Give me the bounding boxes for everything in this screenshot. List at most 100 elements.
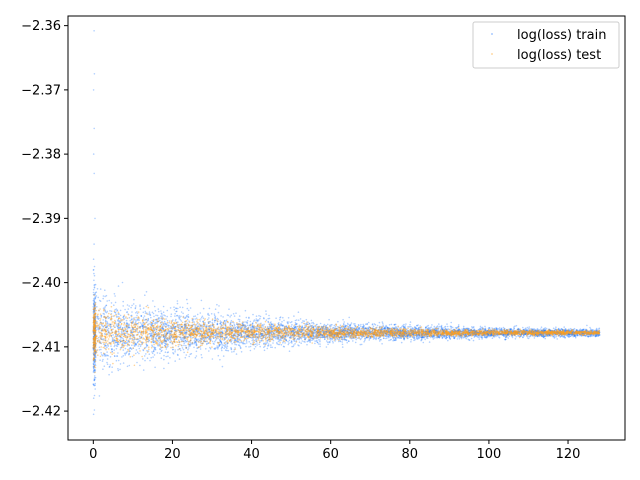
data-point <box>100 352 102 354</box>
data-point <box>113 336 116 339</box>
data-point <box>270 346 272 349</box>
data-point <box>337 320 339 323</box>
data-point <box>341 346 344 348</box>
data-point <box>327 334 329 337</box>
data-point <box>244 324 247 327</box>
data-point <box>118 315 120 318</box>
data-point <box>238 320 241 323</box>
data-point <box>231 324 234 327</box>
data-point <box>177 345 180 348</box>
data-point <box>345 339 348 341</box>
data-point <box>595 334 598 336</box>
data-point <box>245 345 247 348</box>
data-point <box>190 333 193 335</box>
data-point <box>430 329 432 332</box>
data-point <box>555 326 557 329</box>
data-point <box>594 333 597 336</box>
data-point <box>229 316 231 318</box>
data-point <box>294 326 296 329</box>
data-point <box>402 330 404 333</box>
data-point <box>265 313 268 315</box>
data-point <box>221 330 223 332</box>
data-point <box>360 343 363 346</box>
data-point <box>289 335 292 338</box>
data-point <box>549 329 551 332</box>
data-point <box>551 331 554 333</box>
data-point <box>255 327 257 330</box>
data-point <box>260 332 263 335</box>
data-point <box>528 331 530 334</box>
data-point <box>208 317 210 319</box>
data-point <box>284 337 286 340</box>
data-point <box>258 319 260 321</box>
data-point <box>542 333 544 335</box>
data-point <box>189 343 191 346</box>
data-point <box>574 336 577 339</box>
data-point <box>401 332 404 335</box>
data-point <box>142 358 144 360</box>
data-point <box>135 316 137 319</box>
data-point <box>118 320 121 322</box>
data-point <box>555 335 557 338</box>
data-point <box>513 331 515 333</box>
data-point <box>570 334 573 336</box>
data-point <box>245 342 248 344</box>
data-point <box>520 334 522 336</box>
data-point <box>284 330 287 332</box>
data-point <box>177 335 179 338</box>
data-point <box>486 333 488 336</box>
data-point <box>344 325 346 328</box>
data-point <box>513 330 515 333</box>
data-point <box>107 345 109 347</box>
data-point <box>243 335 245 337</box>
data-point <box>403 330 406 332</box>
data-point <box>237 318 240 321</box>
data-point <box>379 336 381 339</box>
data-point <box>450 325 453 328</box>
data-point <box>432 331 435 334</box>
data-point <box>511 329 514 332</box>
data-point <box>438 323 440 325</box>
data-point <box>334 325 337 328</box>
data-point <box>348 328 350 331</box>
data-point <box>105 304 108 307</box>
data-point <box>586 330 588 332</box>
data-point <box>159 338 161 340</box>
data-point <box>272 336 275 339</box>
data-point <box>202 320 204 323</box>
data-point <box>491 337 494 340</box>
data-point <box>353 327 356 329</box>
data-point <box>554 332 556 334</box>
data-point <box>556 331 558 333</box>
data-point <box>297 311 300 314</box>
data-point <box>502 332 504 334</box>
data-point <box>237 341 239 343</box>
data-point <box>224 322 227 324</box>
data-point <box>122 316 124 319</box>
data-point <box>185 344 187 347</box>
data-point <box>270 333 273 335</box>
data-point <box>438 335 440 337</box>
data-point <box>106 325 109 328</box>
data-point <box>192 319 194 321</box>
data-point <box>430 332 433 334</box>
data-point <box>137 322 139 325</box>
data-point <box>493 328 496 330</box>
data-point <box>472 332 475 334</box>
data-point <box>201 315 204 318</box>
data-point <box>289 321 292 324</box>
data-point <box>126 365 129 368</box>
data-point <box>101 338 104 341</box>
data-point <box>116 355 118 357</box>
data-point <box>151 352 154 355</box>
data-point <box>349 324 351 327</box>
data-point <box>293 338 295 340</box>
data-point <box>106 358 109 360</box>
data-point <box>104 326 107 329</box>
data-point <box>362 323 365 326</box>
data-point <box>540 326 543 329</box>
data-point <box>135 338 138 341</box>
data-point <box>577 332 579 334</box>
data-point <box>481 332 484 335</box>
data-point <box>196 334 198 337</box>
